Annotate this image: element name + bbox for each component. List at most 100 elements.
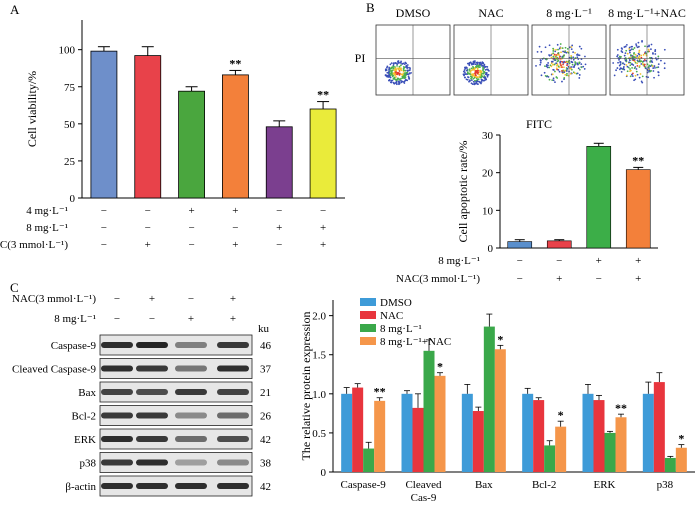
flow-event-dot	[392, 67, 395, 70]
flow-event-dot	[397, 80, 400, 83]
flow-event-dot	[640, 56, 643, 59]
flow-event-dot	[647, 48, 650, 51]
flow-event-dot	[653, 65, 656, 67]
flow-event-dot	[624, 45, 627, 48]
flow-event-dot	[555, 48, 557, 51]
condition-sign: −	[149, 313, 155, 325]
blot-label: p38	[80, 458, 97, 470]
flow-event-dot	[569, 67, 572, 70]
flow-event-dot	[480, 63, 482, 66]
flow-event-dot	[563, 71, 566, 74]
flow-event-dot	[623, 63, 626, 66]
flow-event-dot	[560, 64, 562, 67]
flow-event-dot	[538, 45, 541, 48]
flow-event-dot	[639, 60, 642, 63]
flow-event-dot	[633, 47, 636, 49]
flow-event-dot	[630, 63, 633, 66]
flow-event-dot	[476, 67, 479, 70]
flow-event-dot	[636, 62, 639, 65]
flow-event-dot	[475, 76, 478, 79]
flow-event-dot	[628, 61, 630, 64]
flow-event-dot	[629, 70, 631, 73]
flow-event-dot	[402, 72, 405, 75]
flow-event-dot	[553, 63, 556, 66]
flow-event-dot	[556, 43, 559, 46]
flow-event-dot	[552, 50, 555, 52]
panel-a-chart: 0 25 50 75 100 Cell viability/% ** ** 4 mg·L⁻¹ − −…	[0, 20, 345, 251]
flow-event-dot	[556, 64, 559, 66]
flow-event-dot	[568, 46, 571, 49]
flow-event-dot	[651, 61, 654, 63]
flow-event-dot	[573, 64, 576, 67]
flow-event-dot	[472, 62, 475, 64]
flow-event-dot	[470, 77, 472, 80]
flow-event-dot	[619, 67, 622, 70]
flow-event-dot	[640, 80, 643, 83]
flow-event-dot	[394, 74, 397, 76]
flow-event-dot	[643, 59, 646, 61]
flow-event-dot	[540, 50, 543, 53]
flow-event-dot	[551, 73, 554, 76]
condition-sign: +	[276, 222, 282, 234]
flow-event-dot	[393, 71, 396, 74]
flow-event-dot	[478, 76, 480, 79]
bar	[434, 375, 446, 472]
flow-event-dot	[399, 61, 402, 64]
flow-event-dot	[464, 76, 466, 79]
flow-event-dot	[627, 66, 630, 69]
flow-event-dot	[548, 66, 551, 69]
panel-label-a: A	[10, 2, 20, 17]
condition-sign: −	[101, 239, 107, 251]
condition-sign: −	[232, 222, 238, 234]
flow-event-dot	[634, 60, 636, 63]
flow-event-dot	[478, 66, 480, 69]
flow-event-dot	[657, 71, 660, 73]
flow-event-dot	[482, 66, 484, 69]
bar	[593, 400, 605, 472]
flow-event-dot	[406, 73, 409, 76]
blot-band	[101, 342, 133, 348]
flow-event-dot	[647, 50, 650, 53]
flow-event-dot	[479, 73, 482, 76]
flow-event-dot	[648, 67, 650, 69]
condition-label: NAC(3 mmol·L⁻¹)	[396, 273, 480, 285]
flow-event-dot	[572, 56, 575, 59]
flow-event-dot	[578, 68, 581, 71]
bar	[664, 457, 676, 472]
flow-event-dot	[389, 81, 392, 84]
flow-event-dot	[400, 81, 403, 84]
flow-event-dot	[637, 60, 639, 63]
flow-event-dot	[640, 63, 643, 65]
flow-event-dot	[400, 77, 402, 80]
flow-event-dot	[401, 77, 404, 79]
condition-sign: +	[149, 293, 155, 305]
flow-event-dot	[393, 77, 396, 80]
flow-event-dot	[472, 77, 475, 80]
flow-event-dot	[580, 66, 583, 69]
flow-event-dot	[553, 53, 556, 56]
condition-sign: −	[188, 222, 194, 234]
flow-event-dot	[641, 40, 643, 43]
flow-event-dot	[640, 54, 643, 57]
blot-band	[175, 389, 207, 395]
flow-event-dot	[584, 55, 586, 58]
bar	[642, 393, 654, 472]
flow-event-dot	[483, 63, 486, 66]
flow-event-dot	[576, 63, 579, 66]
bar	[461, 393, 473, 472]
flow-event-dot	[565, 51, 568, 54]
flow-event-dot	[558, 54, 561, 57]
flow-event-dot	[478, 63, 481, 66]
flow-event-dot	[625, 49, 628, 52]
condition-sign: −	[145, 222, 151, 234]
blot-band	[101, 483, 133, 489]
blot-band	[217, 342, 249, 348]
flow-event-dot	[583, 68, 586, 70]
flow-event-dot	[554, 58, 557, 61]
flow-event-dot	[628, 46, 631, 49]
flow-event-dot	[617, 61, 619, 64]
flow-event-dot	[619, 61, 621, 63]
flow-event-dot	[620, 71, 623, 73]
flow-event-dot	[612, 62, 615, 64]
flow-event-dot	[616, 67, 619, 69]
